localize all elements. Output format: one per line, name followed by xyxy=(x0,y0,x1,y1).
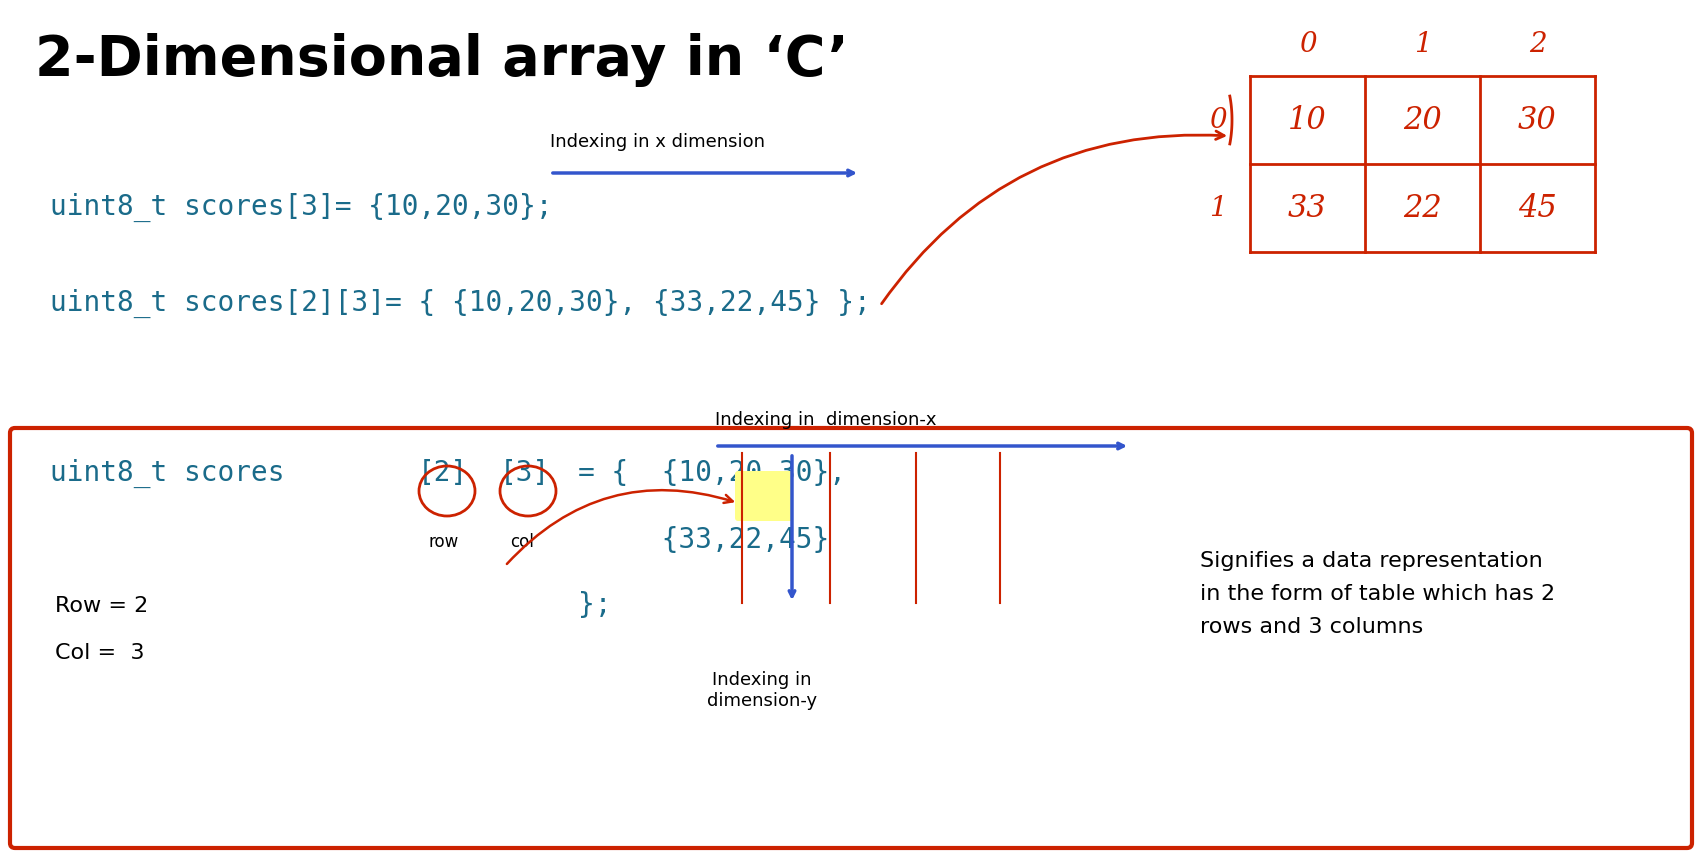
Text: 0: 0 xyxy=(1209,107,1227,133)
Text: 1: 1 xyxy=(1413,30,1430,58)
Text: 45: 45 xyxy=(1518,193,1557,224)
Text: 1: 1 xyxy=(1209,195,1227,221)
Text: Indexing in
dimension-y: Indexing in dimension-y xyxy=(707,671,818,709)
Text: 0: 0 xyxy=(1299,30,1316,58)
Text: row: row xyxy=(428,533,457,551)
Text: };: }; xyxy=(579,591,611,619)
Text: 2-Dimensional array in ‘C’: 2-Dimensional array in ‘C’ xyxy=(36,33,848,87)
FancyArrowPatch shape xyxy=(881,131,1224,304)
Text: Signifies a data representation
in the form of table which has 2
rows and 3 colu: Signifies a data representation in the f… xyxy=(1200,551,1555,636)
Text: 10: 10 xyxy=(1289,104,1326,135)
Text: 22: 22 xyxy=(1403,193,1442,224)
Text: 20: 20 xyxy=(1403,104,1442,135)
Text: Indexing in  dimension-x: Indexing in dimension-x xyxy=(715,411,937,429)
Text: Row = 2: Row = 2 xyxy=(55,596,149,616)
Text: [3]: [3] xyxy=(500,459,550,487)
Text: 2: 2 xyxy=(1529,30,1547,58)
Text: 33: 33 xyxy=(1289,193,1326,224)
FancyArrowPatch shape xyxy=(507,490,732,564)
Text: uint8_t scores[3]= {10,20,30};: uint8_t scores[3]= {10,20,30}; xyxy=(50,193,553,222)
Text: uint8_t scores: uint8_t scores xyxy=(50,459,285,488)
Text: Indexing in x dimension: Indexing in x dimension xyxy=(550,133,765,151)
Text: uint8_t scores[2][3]= { {10,20,30}, {33,22,45} };: uint8_t scores[2][3]= { {10,20,30}, {33,… xyxy=(50,289,871,319)
Text: col: col xyxy=(510,533,534,551)
Text: 30: 30 xyxy=(1518,104,1557,135)
Text: Col =  3: Col = 3 xyxy=(55,643,145,663)
Text: [2]: [2] xyxy=(418,459,468,487)
FancyBboxPatch shape xyxy=(736,471,794,521)
Text: {33,22,45}: {33,22,45} xyxy=(579,526,830,554)
Text: = {  {10,20,30},: = { {10,20,30}, xyxy=(579,459,847,487)
FancyBboxPatch shape xyxy=(10,428,1692,848)
